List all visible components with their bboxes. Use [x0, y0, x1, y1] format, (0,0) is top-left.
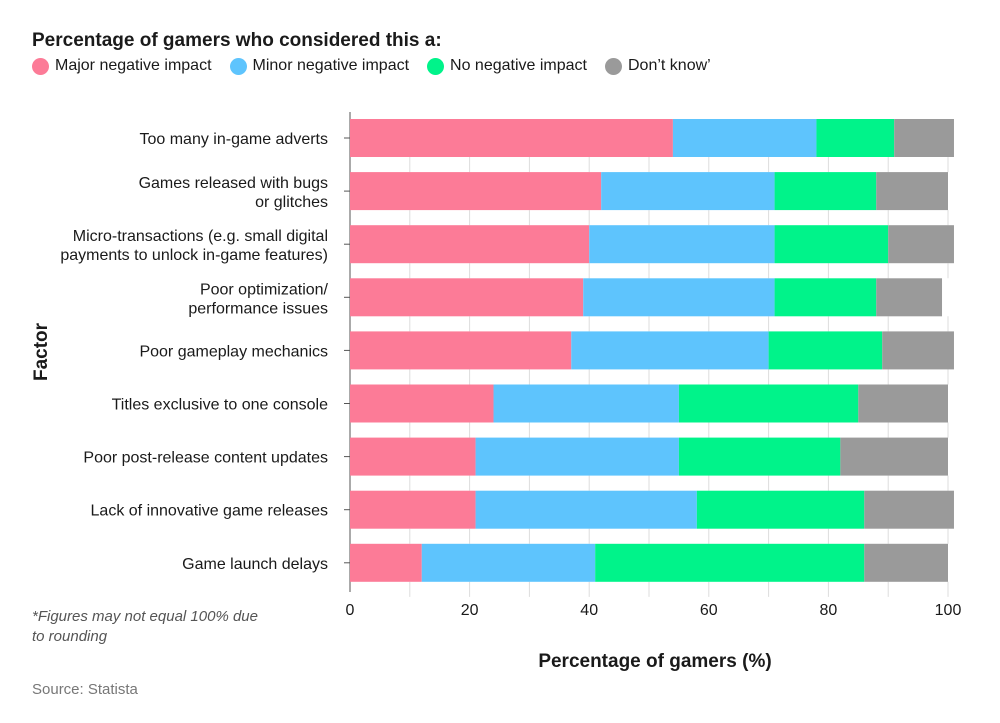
bar-segment	[350, 543, 422, 582]
bar-segment	[421, 543, 596, 582]
x-tick-label: 80	[820, 602, 838, 619]
bar-segment	[595, 543, 865, 582]
bar-segment	[696, 490, 865, 529]
bar-segment	[768, 331, 883, 370]
category-label: Poor gameplay mechanics	[139, 343, 328, 360]
legend-swatch	[427, 57, 445, 75]
category-label-line: payments to unlock in-game features)	[60, 247, 328, 264]
bar-segment	[774, 172, 877, 211]
bar-segment	[350, 225, 590, 264]
category-label: Poor optimization/performance issues	[188, 281, 328, 317]
legend-title: Percentage of gamers who considered this…	[32, 30, 442, 51]
bar-segment	[672, 119, 817, 157]
bar-segment	[816, 119, 895, 157]
legend-swatch	[32, 57, 49, 75]
bar-segment	[840, 437, 948, 476]
category-label-line: Poor post-release content updates	[83, 450, 328, 467]
bar-segment	[882, 331, 954, 370]
x-tick-label: 20	[461, 602, 479, 619]
bar-segment	[350, 437, 476, 476]
legend-swatch	[229, 57, 247, 75]
bar-segment	[475, 490, 697, 529]
bar-segment	[493, 384, 679, 423]
bar-segment	[350, 490, 476, 529]
legend-label: Minor negative impact	[252, 57, 410, 74]
bar-segment	[864, 490, 954, 529]
rounding-note: *Figures may not equal 100% due to round…	[32, 608, 258, 645]
category-label: Game launch delays	[182, 556, 328, 573]
bar-segment	[350, 384, 494, 423]
category-label: Games released with bugs or glitches	[139, 175, 328, 211]
bar-segment	[350, 172, 602, 211]
bar-segment	[571, 331, 769, 370]
bar-segment	[888, 225, 954, 264]
bar-segment	[601, 172, 775, 211]
legend-label: Don’t know’	[628, 57, 711, 74]
x-tick-label: 100	[935, 602, 962, 619]
category-label: Lack of innovative game releases	[91, 503, 328, 520]
bar-segment	[876, 172, 948, 211]
legend-swatch	[605, 57, 622, 75]
category-label-line: Game launch delays	[182, 556, 328, 573]
category-label-line: Lack of innovative game releases	[91, 503, 328, 520]
category-label: Too many in-game adverts	[139, 131, 328, 148]
category-label-line: Titles exclusive to one console	[112, 397, 329, 414]
x-tick-label: 40	[580, 602, 598, 619]
category-label-line: Poor optimization/	[200, 281, 329, 298]
bar-segment	[774, 225, 889, 264]
category-label-line: Too many in-game adverts	[139, 131, 328, 148]
legend-item-none: No negative impact	[427, 57, 587, 75]
bar-segment	[864, 543, 948, 582]
bar-segment	[350, 331, 572, 370]
category-label-line: or glitches	[255, 194, 328, 211]
category-label: Poor post-release content updates	[83, 450, 328, 467]
bar-segment	[858, 384, 948, 423]
bar-segment	[678, 384, 859, 423]
legend-label: No negative impact	[450, 57, 587, 74]
legend-item-dont-know: Don’t know’	[605, 57, 711, 75]
legend-label: Major negative impact	[55, 57, 212, 74]
category-label-line: Micro-transactions (e.g. small digital	[73, 228, 328, 245]
bar-segment	[475, 437, 679, 476]
legend-item-minor: Minor negative impact	[229, 57, 410, 75]
bar-segment	[876, 278, 943, 317]
source-label: Source: Statista	[32, 681, 138, 698]
category-label-line: performance issues	[188, 300, 328, 317]
bar-segment	[774, 278, 877, 317]
bar-segment	[350, 278, 584, 317]
bar-segment	[589, 225, 775, 264]
bar-segment	[583, 278, 775, 317]
category-label-line: Games released with bugs	[139, 175, 328, 192]
category-label-line: Poor gameplay mechanics	[139, 343, 328, 360]
legend-item-major: Major negative impact	[32, 57, 212, 75]
x-tick-label: 0	[346, 602, 355, 619]
category-label: Titles exclusive to one console	[112, 397, 329, 414]
bar-segment	[350, 119, 673, 157]
bar-segment	[678, 437, 841, 476]
x-tick-label: 60	[700, 602, 718, 619]
bar-segment	[894, 119, 954, 157]
x-axis-label: Percentage of gamers (%)	[538, 651, 771, 672]
category-label: Micro-transactions (e.g. small digital pa…	[60, 228, 328, 264]
legend: Major negative impact Minor negative imp…	[32, 57, 711, 75]
